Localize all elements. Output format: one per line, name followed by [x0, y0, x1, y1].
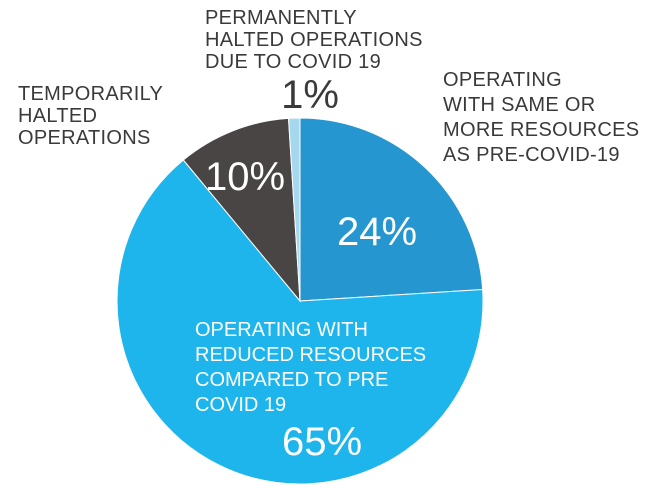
slice-label-line: COVID 19 [195, 394, 286, 416]
slice-value-label-operating-same: 24% [337, 210, 417, 254]
slice-label-line: MORE RESOURCES [443, 119, 639, 141]
slice-value-label-permanently-halted: 1% [281, 73, 339, 117]
pie-slices [116, 117, 484, 485]
slice-label-operating-reduced: OPERATING WITH REDUCED RESOURCES COMPARE… [195, 319, 432, 416]
slice-label-line: HALTED [18, 105, 97, 127]
slice-label-line: TEMPORARILY [18, 83, 163, 105]
pie-slice-operating-same [299, 117, 484, 302]
slice-label-line: OPERATIONS [18, 127, 151, 149]
pie-slice-permanently-halted [287, 117, 301, 302]
slice-label-line: OPERATING [443, 69, 562, 91]
pie-slice-operating-reduced [116, 159, 484, 485]
pie-slice-temporarily-halted [182, 117, 301, 303]
slice-label-line: REDUCED RESOURCES [195, 344, 426, 366]
slice-label-line: COMPARED TO PRE [195, 369, 388, 391]
slice-label-line: OPERATING WITH [195, 319, 368, 341]
slice-label-permanently-halted: PERMANENTLY HALTED OPERATIONS DUE TO COV… [205, 7, 429, 73]
slice-label-operating-same: OPERATING WITH SAME OR MORE RESOURCES AS… [443, 69, 645, 166]
slice-label-line: HALTED OPERATIONS [205, 29, 423, 51]
slice-value-label-operating-reduced: 65% [282, 420, 362, 464]
slice-label-temporarily-halted: TEMPORARILY HALTED OPERATIONS [18, 83, 169, 149]
slice-label-line: DUE TO COVID 19 [205, 51, 381, 73]
slice-label-line: WITH SAME OR [443, 94, 596, 116]
slice-label-line: PERMANENTLY [205, 7, 356, 29]
slice-value-label-temporarily-halted: 10% [205, 155, 285, 199]
slice-label-line: AS PRE-COVID-19 [443, 144, 620, 166]
